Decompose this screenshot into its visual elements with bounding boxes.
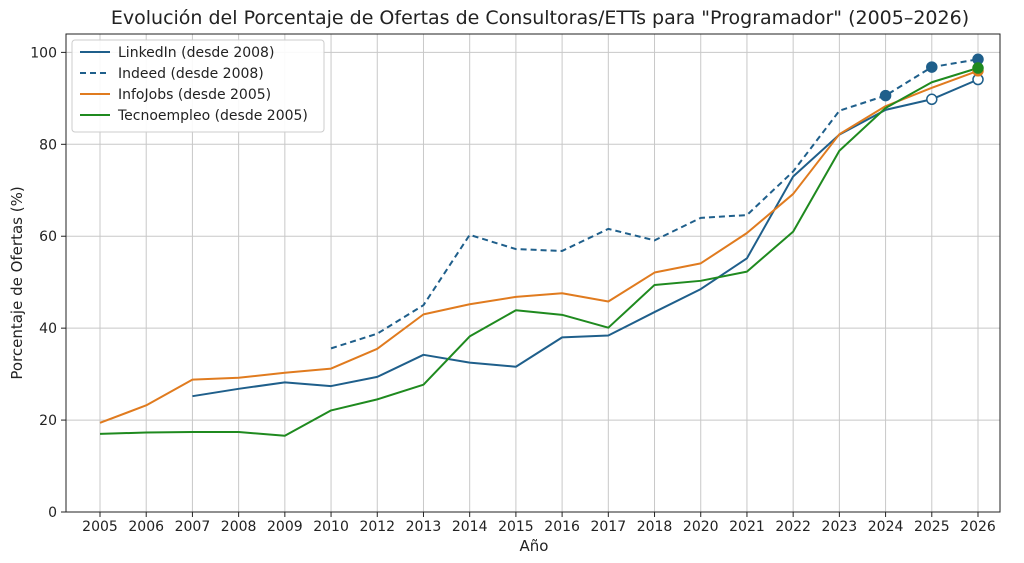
legend-label: Tecnoempleo (desde 2005) — [117, 108, 308, 124]
y-tick-label: 20 — [39, 413, 57, 429]
x-axis-label: Año — [520, 537, 549, 555]
x-tick-label: 2005 — [82, 519, 118, 535]
x-tick-label: 2023 — [822, 519, 858, 535]
x-tick-label: 2026 — [960, 519, 996, 535]
legend-label: InfoJobs (desde 2005) — [118, 87, 271, 103]
x-tick-label: 2021 — [729, 519, 765, 535]
y-tick-label: 100 — [30, 45, 57, 61]
series-line-1 — [330, 58, 979, 350]
data-marker — [879, 89, 892, 102]
x-tick-label: 2020 — [683, 519, 719, 535]
x-tick-label: 2008 — [221, 519, 257, 535]
x-tick-label: 2010 — [313, 519, 349, 535]
chart-title: Evolución del Porcentaje de Ofertas de C… — [111, 7, 969, 29]
x-tick-label: 2025 — [914, 519, 950, 535]
marker-layer — [879, 53, 984, 106]
legend-box — [71, 39, 325, 133]
x-tick-label: 2024 — [868, 519, 904, 535]
legend: LinkedIn (desde 2008) Indeed (desde 2008)… — [71, 39, 325, 133]
x-tick-label: 2014 — [452, 519, 488, 535]
series-line-2 — [99, 69, 979, 424]
x-tick-label: 2015 — [498, 519, 534, 535]
y-tick-label: 0 — [48, 505, 57, 521]
x-tick-label: 2007 — [175, 519, 211, 535]
y-tick-label: 40 — [39, 321, 57, 337]
y-tick-label: 60 — [39, 229, 57, 245]
y-tick-label: 80 — [39, 137, 57, 153]
x-tick-label: 2016 — [544, 519, 580, 535]
axes: 2005 2006 2007 2008 2009 2010 2012 2013 2014 2015… — [30, 33, 1001, 535]
plot-frame — [65, 33, 1001, 513]
x-tick-label: 2009 — [267, 519, 303, 535]
data-marker — [926, 93, 938, 106]
x-tick-label: 2018 — [637, 519, 673, 535]
series-line-3 — [99, 67, 979, 437]
series-layer — [99, 58, 979, 437]
x-tick-label: 2017 — [590, 519, 626, 535]
x-tick-label: 2013 — [406, 519, 442, 535]
data-marker — [926, 61, 938, 73]
x-tick-label: 2022 — [775, 519, 811, 535]
legend-label: LinkedIn (desde 2008) — [118, 45, 274, 61]
data-marker — [972, 62, 984, 74]
x-tick-label: 2012 — [359, 519, 395, 535]
legend-label: Indeed (desde 2008) — [118, 66, 264, 82]
y-axis-label: Porcentaje de Ofertas (%) — [8, 186, 26, 379]
x-tick-label: 2006 — [128, 519, 164, 535]
